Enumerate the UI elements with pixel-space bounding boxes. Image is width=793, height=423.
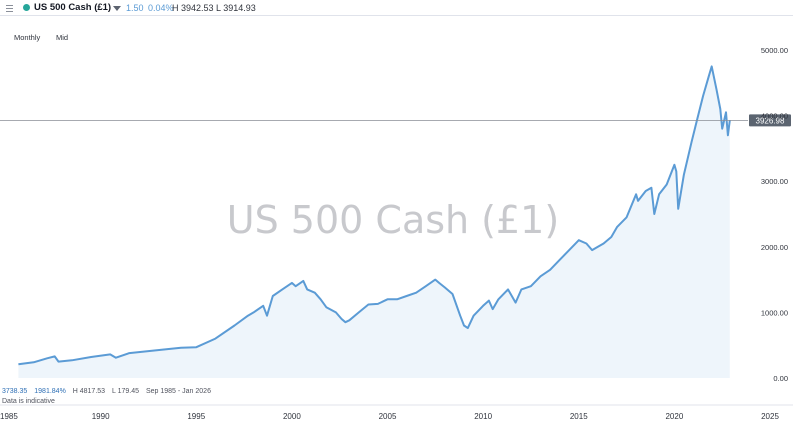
y-tick-label: 4000.00	[761, 112, 788, 121]
last-price: 3738.35	[2, 388, 28, 395]
total-change-percent: 1981.84%	[34, 388, 66, 395]
high-low-readout: H 3942.53 L 3914.93	[172, 3, 256, 13]
market-status-icon	[23, 4, 30, 11]
x-axis[interactable]: 1985 1990 1995 2000 2005 2010 2015 2020 2025	[0, 412, 779, 421]
y-axis: 0.00 1000.00 2000.00 3000.00 4000.00 5000.00	[761, 46, 788, 383]
y-tick-label: 5000.00	[761, 46, 788, 55]
chart-watermark: US 500 Cash (£1)	[227, 198, 559, 242]
caret-down-icon[interactable]	[113, 6, 121, 11]
price-change: 1.50	[126, 3, 144, 13]
period-low: L 179.45	[112, 388, 140, 395]
price-type-selector[interactable]: Mid	[56, 33, 69, 42]
date-range: Sep 1985 - Jan 2026	[145, 388, 211, 395]
x-tick-label: 2020	[665, 412, 683, 421]
chart-footer: 3738.35 1981.84% H 4817.53 L 179.45 Sep …	[2, 388, 216, 395]
instrument-name[interactable]: US 500 Cash (£1)	[34, 2, 112, 13]
current-price-label: 3926.98	[756, 116, 785, 125]
x-tick-label: 1990	[92, 412, 110, 421]
x-tick-label: 1985	[0, 412, 18, 421]
period-high: H 4817.53	[72, 388, 106, 395]
period-selector[interactable]: Monthly	[14, 33, 41, 42]
current-price-tag: 3926.98	[749, 114, 791, 127]
instrument-header: US 500 Cash (£1) 1.50 0.04% H 3942.53 L …	[0, 0, 793, 16]
x-tick-label: 2005	[379, 412, 397, 421]
price-change-percent: 0.04%	[148, 3, 174, 13]
x-tick-label: 2015	[570, 412, 588, 421]
x-tick-label: 2000	[283, 412, 301, 421]
y-tick-label: 1000.00	[761, 308, 788, 317]
y-tick-label: 2000.00	[761, 243, 788, 252]
data-disclaimer: Data is indicative	[2, 398, 55, 405]
hamburger-icon[interactable]	[2, 0, 16, 16]
y-tick-label: 3000.00	[761, 177, 788, 186]
x-tick-label: 2025	[761, 412, 779, 421]
price-area-fill	[18, 66, 730, 379]
price-line	[18, 65, 731, 366]
x-tick-label: 1995	[187, 412, 205, 421]
x-tick-label: 2010	[474, 412, 492, 421]
y-tick-label: 0.00	[773, 374, 788, 383]
